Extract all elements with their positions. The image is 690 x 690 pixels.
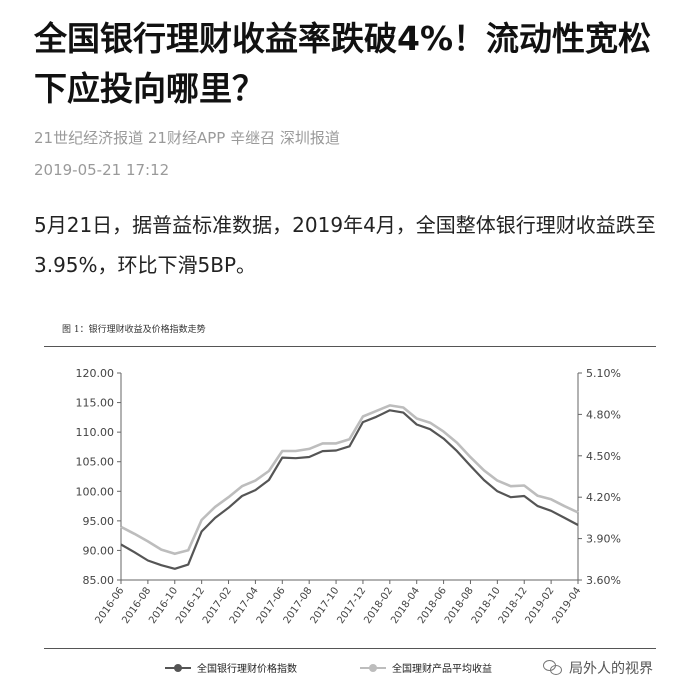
y-left-tick-label: 85.00 <box>83 574 115 587</box>
headline: 全国银行理财收益率跌破4%！流动性宽松下应投向哪里？ <box>34 19 652 108</box>
article-body: 5月21日，据普益标准数据，2019年4月，全国整体银行理财收益跌至3.95%，… <box>34 213 656 277</box>
series-line-price-index <box>120 409 579 570</box>
y-left-tick-label: 110.00 <box>76 426 115 439</box>
y-left-tick-label: 95.00 <box>83 515 115 528</box>
figure-top-rule <box>44 346 656 347</box>
legend-swatch-avg-yield <box>360 663 386 672</box>
wechat-icon <box>543 660 563 676</box>
legend-swatch-price-index <box>165 663 191 672</box>
figure-bottom-rule <box>44 648 656 649</box>
y-right-tick-label: 3.90% <box>586 533 621 546</box>
y-left-tick-label: 105.00 <box>76 456 115 469</box>
y-right-tick-label: 4.50% <box>586 450 621 463</box>
series-line-avg-yield <box>120 404 579 556</box>
watermark-text: 局外人的视界 <box>569 661 653 677</box>
y-right-tick-label: 4.20% <box>586 491 621 504</box>
legend-label-price-index: 全国银行理财价格指数 <box>197 664 297 675</box>
chart-series <box>120 404 579 570</box>
figure-caption: 图 1：银行理财收益及价格指数走势 <box>62 325 206 335</box>
y-left-tick-label: 120.00 <box>76 367 115 380</box>
y-left-tick-label: 115.00 <box>76 397 115 410</box>
watermark: 局外人的视界 <box>543 658 653 678</box>
y-left-tick-label: 100.00 <box>76 485 115 498</box>
timestamp: 2019-05-21 17:12 <box>34 161 170 179</box>
legend-item-avg-yield: 全国理财产品平均收益 <box>360 660 492 675</box>
y-right-tick-label: 3.60% <box>586 574 621 587</box>
legend-label-avg-yield: 全国理财产品平均收益 <box>392 664 492 675</box>
byline[interactable]: 21世纪经济报道 21财经APP 辛继召 深圳报道 <box>34 129 340 147</box>
y-right-tick-label: 5.10% <box>586 367 621 380</box>
legend-item-price-index: 全国银行理财价格指数 <box>165 660 297 675</box>
y-left-tick-label: 90.00 <box>83 544 115 557</box>
y-right-tick-label: 4.80% <box>586 408 621 421</box>
